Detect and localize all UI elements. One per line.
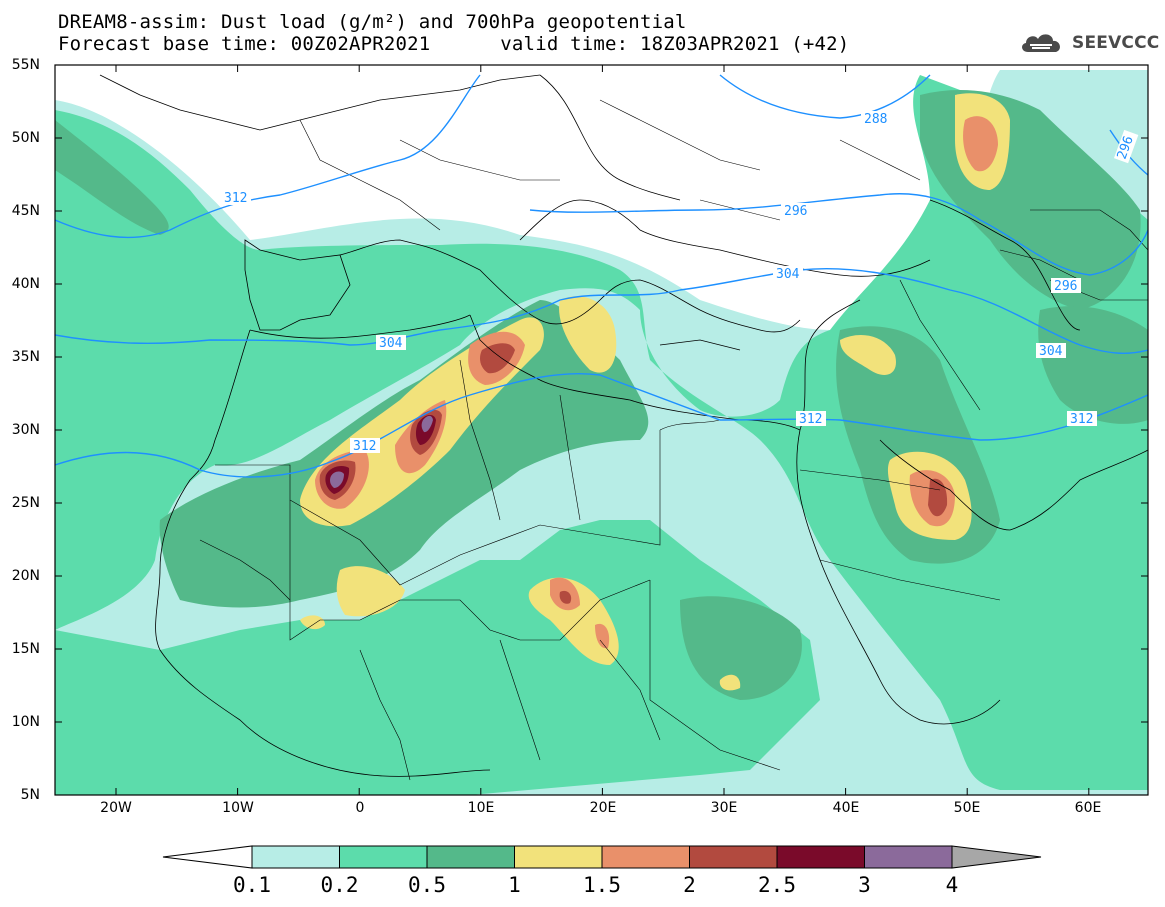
lat-label: 5N — [20, 787, 40, 803]
colorbar-level-label: 1.5 — [583, 873, 621, 897]
axis-ticks — [55, 64, 1148, 796]
lon-label: 50E — [953, 800, 981, 816]
lon-label: 20W — [100, 800, 132, 816]
contour-label: 304 — [1039, 344, 1063, 359]
contour-label: 312 — [1070, 412, 1093, 427]
lat-label: 55N — [11, 57, 40, 73]
lat-label: 25N — [11, 495, 40, 511]
coastlines — [99, 74, 1148, 777]
lon-label: 0 — [355, 800, 365, 816]
lon-label: 30E — [710, 800, 738, 816]
geopotential-isolines — [55, 74, 1148, 478]
lat-label: 45N — [11, 203, 40, 219]
contour-label: 296 — [1054, 279, 1077, 294]
contour-label: 296 — [784, 204, 807, 219]
contour-label: 304 — [379, 336, 403, 351]
colorbar-level-label: 3 — [858, 873, 871, 897]
lat-label: 20N — [11, 568, 40, 584]
chart-title: DREAM8-assim: Dust load (g/m²) and 700hP… — [58, 11, 687, 33]
forecast-time-subtitle: Forecast base time: 00Z02APR2021 valid t… — [58, 33, 850, 55]
lat-label: 40N — [11, 276, 40, 292]
lon-label: 20E — [589, 800, 617, 816]
lon-label: 10W — [222, 800, 254, 816]
lat-label: 15N — [11, 641, 40, 657]
contour-label: 312 — [799, 412, 822, 427]
cloud-logo-icon — [1022, 34, 1060, 52]
lon-label: 60E — [1074, 800, 1102, 816]
contour-label: 312 — [224, 191, 247, 206]
lat-label: 10N — [11, 714, 40, 730]
colorbar-level-label: 2 — [683, 873, 696, 897]
contour-label: 312 — [353, 439, 376, 454]
colorbar-level-label: 0.2 — [320, 873, 359, 897]
lon-label: 10E — [467, 800, 495, 816]
logo-text: SEEVCCC — [1072, 33, 1160, 53]
colorbar-level-label: 0.1 — [233, 873, 271, 897]
colorbar-level-label: 4 — [945, 873, 959, 897]
colorbar-level-label: 0.5 — [408, 873, 446, 897]
lat-label: 35N — [11, 349, 40, 365]
contour-label: 288 — [864, 112, 887, 127]
contour-label: 304 — [776, 267, 800, 282]
isoline-labels: 312 304 312 288 296 296 304 312 304 312 … — [221, 111, 1139, 454]
dust-field-4 — [330, 415, 433, 488]
colorbar-level-label: 2.5 — [758, 873, 796, 897]
country-borders — [199, 99, 1148, 781]
lat-label: 30N — [11, 422, 40, 438]
colorbar-level-label: 1 — [508, 873, 521, 897]
seevccc-logo: SEEVCCC — [1018, 30, 1159, 56]
lat-label: 50N — [11, 130, 40, 146]
lon-label: 40E — [832, 800, 860, 816]
